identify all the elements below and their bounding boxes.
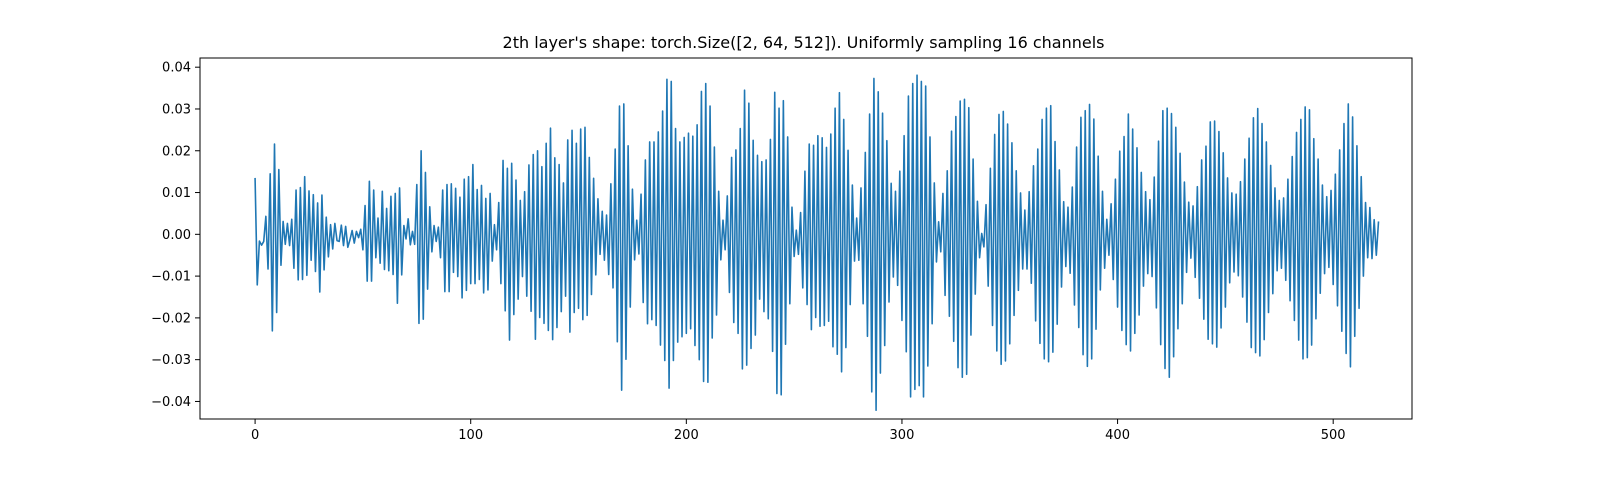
x-tick-label: 300 xyxy=(890,428,915,443)
plot-frame xyxy=(199,57,1413,420)
y-tick-label: 0.03 xyxy=(162,102,191,117)
y-tick-label: −0.01 xyxy=(151,270,191,285)
x-tick-label: 200 xyxy=(674,428,699,443)
x-tick-label: 0 xyxy=(251,428,259,443)
x-tick-label: 500 xyxy=(1321,428,1346,443)
y-tick-label: 0.01 xyxy=(162,186,191,201)
chart-title: 2th layer's shape: torch.Size([2, 64, 51… xyxy=(503,33,1105,52)
y-axis: −0.04 −0.03 −0.02 −0.01 0.00 0.01 0.02 0.03 0.04 xyxy=(151,61,200,410)
y-tick-label: 0.00 xyxy=(162,228,191,243)
series-line xyxy=(254,74,1380,412)
x-axis: 0 100 200 300 400 500 xyxy=(251,419,1346,443)
y-tick-label: 0.02 xyxy=(162,144,191,159)
x-tick-label: 100 xyxy=(458,428,483,443)
x-tick-label: 400 xyxy=(1105,428,1130,443)
y-tick-label: −0.02 xyxy=(151,311,191,326)
plot-area xyxy=(199,57,1413,420)
y-tick-label: −0.04 xyxy=(151,395,191,410)
y-tick-label: 0.04 xyxy=(162,61,191,76)
y-tick-label: −0.03 xyxy=(151,353,191,368)
